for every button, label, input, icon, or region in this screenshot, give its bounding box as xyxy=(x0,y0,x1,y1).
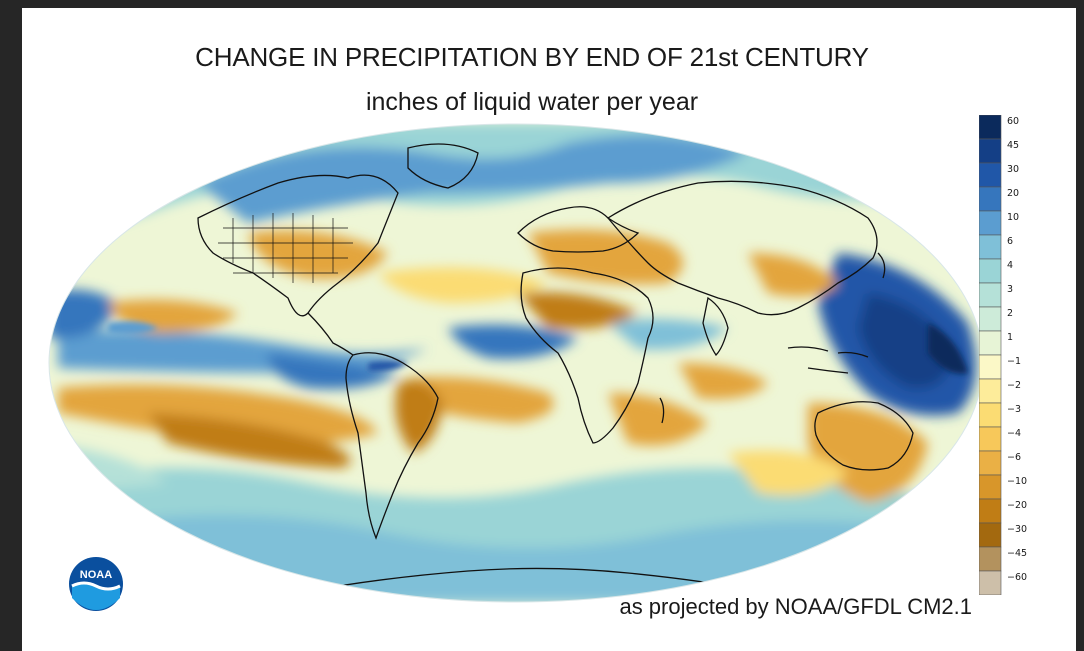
legend-label: 3 xyxy=(1007,284,1013,295)
legend-label: −20 xyxy=(1007,500,1027,511)
continent-outlines xyxy=(197,143,944,594)
legend-swatch xyxy=(979,115,1002,140)
legend-swatch xyxy=(979,306,1002,332)
legend-swatch xyxy=(979,234,1002,260)
noaa-logo-text: NOAA xyxy=(80,569,112,581)
figure-panel: CHANGE IN PRECIPITATION BY END OF 21st C… xyxy=(22,8,1076,651)
legend-label: 20 xyxy=(1007,188,1019,199)
legend-swatch xyxy=(979,330,1002,356)
legend-swatch xyxy=(979,282,1002,308)
color-legend: 60 45 30 20 10 6 4 3 2 1 −1 −2 −3 −4 −6 −10 −20 −30 −45 −60 xyxy=(979,115,1027,595)
legend-swatch xyxy=(979,162,1002,188)
legend-swatch xyxy=(979,546,1002,572)
legend-swatch xyxy=(979,570,1002,595)
legend-label: −1 xyxy=(1007,356,1021,367)
model-credit: as projected by NOAA/GFDL CM2.1 xyxy=(619,594,972,619)
legend-swatch xyxy=(979,258,1002,284)
legend-label: −10 xyxy=(1007,476,1027,487)
legend-swatch xyxy=(979,210,1002,236)
legend-label: 30 xyxy=(1007,164,1019,175)
legend-swatch xyxy=(979,354,1002,380)
legend-label: −4 xyxy=(1007,428,1021,439)
legend-label: −3 xyxy=(1007,404,1021,415)
legend-label: 4 xyxy=(1007,260,1013,271)
legend-label: 60 xyxy=(1007,116,1019,127)
legend-swatch xyxy=(979,426,1002,452)
legend-swatch xyxy=(979,498,1002,524)
us-state-grid xyxy=(218,213,353,283)
legend-label: 10 xyxy=(1007,212,1019,223)
precipitation-map xyxy=(48,123,984,603)
legend-label: 2 xyxy=(1007,308,1013,319)
legend-label: −2 xyxy=(1007,380,1021,391)
legend-swatch xyxy=(979,402,1002,428)
legend-label: 1 xyxy=(1007,332,1013,343)
legend-swatch xyxy=(979,138,1002,164)
legend-label: 6 xyxy=(1007,236,1013,247)
legend-swatch xyxy=(979,474,1002,500)
map-title: CHANGE IN PRECIPITATION BY END OF 21st C… xyxy=(195,42,869,72)
legend-swatch xyxy=(979,378,1002,404)
legend-label: 45 xyxy=(1007,140,1019,151)
legend-swatch xyxy=(979,522,1002,548)
legend-label: −30 xyxy=(1007,524,1027,535)
legend-label: −60 xyxy=(1007,572,1027,583)
noaa-logo: NOAA xyxy=(69,557,123,611)
legend-label: −45 xyxy=(1007,548,1027,559)
map-subtitle: inches of liquid water per year xyxy=(365,88,699,116)
legend-label: −6 xyxy=(1007,452,1021,463)
legend-swatch xyxy=(979,186,1002,212)
legend-swatch xyxy=(979,450,1002,476)
